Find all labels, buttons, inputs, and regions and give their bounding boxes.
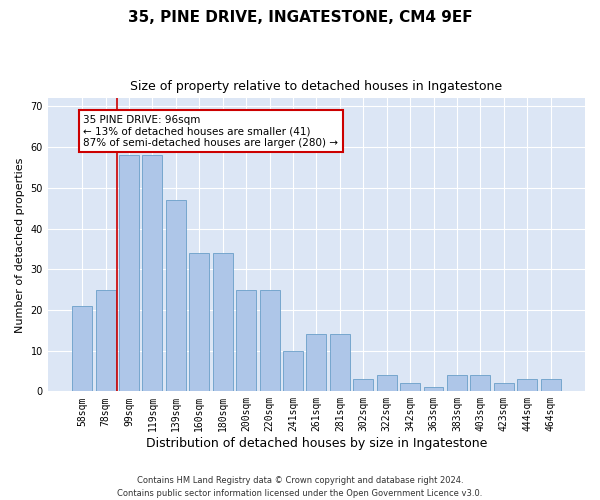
Text: Contains HM Land Registry data © Crown copyright and database right 2024.
Contai: Contains HM Land Registry data © Crown c… xyxy=(118,476,482,498)
Bar xyxy=(494,383,514,392)
Text: 35 PINE DRIVE: 96sqm
← 13% of detached houses are smaller (41)
87% of semi-detac: 35 PINE DRIVE: 96sqm ← 13% of detached h… xyxy=(83,114,338,148)
Text: 35, PINE DRIVE, INGATESTONE, CM4 9EF: 35, PINE DRIVE, INGATESTONE, CM4 9EF xyxy=(128,10,472,25)
Bar xyxy=(541,379,560,392)
Bar xyxy=(236,290,256,392)
Bar xyxy=(72,306,92,392)
Bar xyxy=(142,156,163,392)
Bar xyxy=(213,253,233,392)
Bar xyxy=(377,375,397,392)
X-axis label: Distribution of detached houses by size in Ingatestone: Distribution of detached houses by size … xyxy=(146,437,487,450)
Bar xyxy=(517,379,537,392)
Bar xyxy=(447,375,467,392)
Bar xyxy=(424,388,443,392)
Bar xyxy=(400,383,420,392)
Bar xyxy=(95,290,116,392)
Bar xyxy=(283,350,303,392)
Bar xyxy=(330,334,350,392)
Bar xyxy=(470,375,490,392)
Bar xyxy=(190,253,209,392)
Bar xyxy=(307,334,326,392)
Bar xyxy=(353,379,373,392)
Bar xyxy=(260,290,280,392)
Y-axis label: Number of detached properties: Number of detached properties xyxy=(15,157,25,332)
Bar xyxy=(166,200,186,392)
Bar xyxy=(119,156,139,392)
Title: Size of property relative to detached houses in Ingatestone: Size of property relative to detached ho… xyxy=(130,80,502,93)
